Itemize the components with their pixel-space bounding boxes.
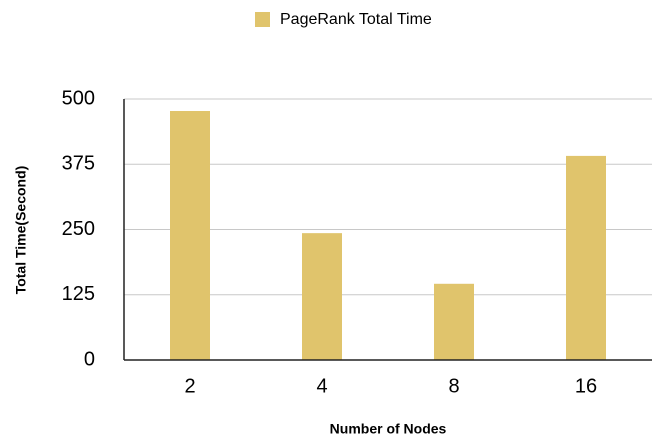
y-tick-label: 125 [62,283,95,305]
bar [566,155,606,360]
bar [302,233,342,360]
y-tick-label: 375 [62,153,95,175]
y-tick-label: 500 [62,87,95,109]
bar [434,283,474,360]
legend-label: PageRank Total Time [280,11,432,28]
x-axis-title: Number of Nodes [330,421,447,437]
y-tick-label: 0 [84,348,95,370]
y-tick-label: 250 [62,218,95,240]
x-tick-label: 8 [448,375,459,397]
x-tick-label: 4 [316,375,327,397]
bar [170,111,210,360]
legend-swatch [255,12,270,27]
x-tick-label: 16 [575,375,597,397]
x-tick-label: 2 [184,375,195,397]
y-axis-title: Total Time(Second) [13,166,29,295]
